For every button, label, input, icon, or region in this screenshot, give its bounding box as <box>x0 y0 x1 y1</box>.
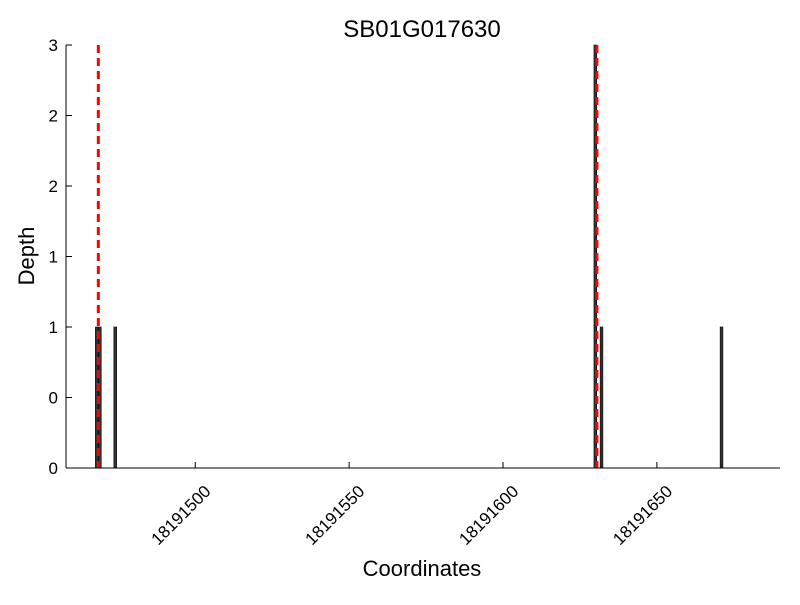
y-tick-label-0: 0 <box>49 459 58 478</box>
y-tick-label-3: 1 <box>49 248 58 267</box>
y-tick-label-5: 2 <box>49 107 58 126</box>
marker-lines-layer <box>96 45 599 468</box>
chart-title: SB01G017630 <box>343 16 500 43</box>
ticks-layer: 18191500 18191550 18191600 18191650 0 0 1 1 2 2 3 <box>49 36 677 549</box>
y-tick-label-4: 2 <box>49 177 58 196</box>
x-tick-label-3: 18191650 <box>609 482 676 549</box>
x-axis-label: Coordinates <box>363 556 482 581</box>
y-tick-label-2: 1 <box>49 318 58 337</box>
x-tick-label-1: 18191550 <box>302 482 369 549</box>
depth-bar-4 <box>599 326 604 469</box>
depth-bar-5 <box>719 326 724 469</box>
x-tick-label-0: 18191500 <box>148 482 215 549</box>
bars-layer <box>95 44 724 469</box>
axes-layer <box>65 45 780 469</box>
y-axis-label: Depth <box>14 227 39 286</box>
y-tick-label-1: 0 <box>49 389 58 408</box>
y-tick-label-6: 3 <box>49 36 58 55</box>
x-tick-label-2: 18191600 <box>455 482 522 549</box>
depth-bar-2 <box>113 326 117 469</box>
